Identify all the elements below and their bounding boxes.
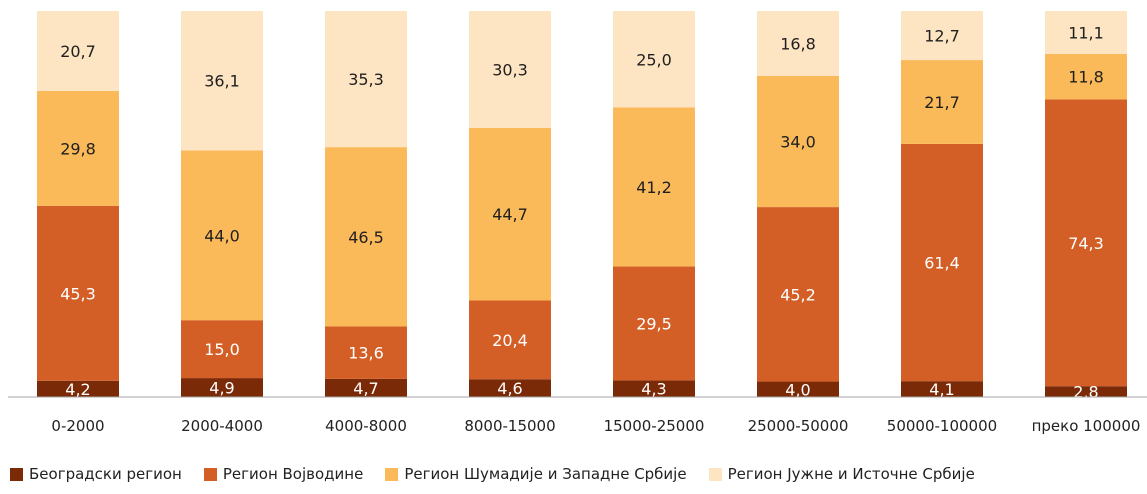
data-label-2-2: 46,5 xyxy=(348,228,384,247)
x-tick-label-5: 25000-50000 xyxy=(748,417,849,435)
bar-1-4 xyxy=(613,266,695,381)
data-label-2-4: 41,2 xyxy=(636,178,672,197)
bar-1-3 xyxy=(469,300,551,380)
x-tick-label-4: 15000-25000 xyxy=(604,417,705,435)
bar-2-0 xyxy=(37,90,119,206)
data-label-3-2: 35,3 xyxy=(348,70,384,89)
data-label-2-0: 29,8 xyxy=(60,139,96,158)
data-label-0-3: 4,6 xyxy=(497,379,522,398)
legend-item-2: Регион Шумадије и Западне Србије xyxy=(385,465,687,483)
bar-0-2 xyxy=(325,378,407,397)
legend-item-3: Регион Јужне и Источне Србије xyxy=(708,465,975,483)
bar-3-4 xyxy=(613,11,695,108)
bar-2-2 xyxy=(325,147,407,327)
legend-label-1: Регион Војводине xyxy=(222,465,364,483)
data-label-3-3: 30,3 xyxy=(492,60,528,79)
x-tick-label-3: 8000-15000 xyxy=(464,417,555,435)
x-tick-label-1: 2000-4000 xyxy=(181,417,263,435)
bar-3-6 xyxy=(901,11,983,61)
bar-0-7 xyxy=(1045,386,1127,397)
bar-1-6 xyxy=(901,143,983,382)
data-label-0-0: 4,2 xyxy=(65,380,90,399)
bar-1-5 xyxy=(757,207,839,382)
bar-0-4 xyxy=(613,380,695,397)
bar-0-5 xyxy=(757,381,839,397)
data-label-0-5: 4,0 xyxy=(785,380,810,399)
bar-3-2 xyxy=(325,11,407,148)
data-label-0-2: 4,7 xyxy=(353,379,378,398)
bar-2-1 xyxy=(181,150,263,321)
data-label-1-1: 15,0 xyxy=(204,340,240,359)
bar-3-1 xyxy=(181,11,263,151)
data-labels-layer: 4,2 45,3 29,8 20,7 4,9 15,0 44,0 36,1 4,7 13,6 46,… xyxy=(60,23,1104,401)
data-label-0-6: 4,1 xyxy=(929,380,954,399)
bar-1-2 xyxy=(325,326,407,379)
data-label-2-5: 34,0 xyxy=(780,132,816,151)
data-label-1-2: 13,6 xyxy=(348,344,384,363)
legend: Београдски регион Регион Војводине Регио… xyxy=(10,465,975,483)
data-label-0-4: 4,3 xyxy=(641,380,666,399)
bar-2-7 xyxy=(1045,53,1127,100)
data-label-3-7: 11,1 xyxy=(1068,23,1104,42)
data-label-3-0: 20,7 xyxy=(60,42,96,61)
data-label-3-1: 36,1 xyxy=(204,72,240,91)
data-label-2-3: 44,7 xyxy=(492,205,528,224)
bar-1-0 xyxy=(37,205,119,381)
bar-0-3 xyxy=(469,379,551,397)
data-label-0-1: 4,9 xyxy=(209,379,234,398)
legend-swatch-0 xyxy=(10,467,23,481)
data-label-1-3: 20,4 xyxy=(492,331,528,350)
legend-item-0: Београдски регион xyxy=(10,465,182,483)
data-label-3-6: 12,7 xyxy=(924,27,960,46)
data-label-3-4: 25,0 xyxy=(636,50,672,69)
data-label-2-7: 11,8 xyxy=(1068,68,1104,87)
legend-swatch-1 xyxy=(203,467,217,481)
x-tick-label-2: 4000-8000 xyxy=(325,417,407,435)
legend-label-0: Београдски регион xyxy=(29,465,182,483)
bar-1-1 xyxy=(181,320,263,379)
bar-2-6 xyxy=(901,60,983,144)
legend-swatch-3 xyxy=(708,467,722,481)
x-tick-label-0: 0-2000 xyxy=(51,417,104,435)
legend-label-2: Регион Шумадије и Западне Србије xyxy=(404,465,687,483)
bar-0-6 xyxy=(901,381,983,397)
legend-item-1: Регион Војводине xyxy=(203,465,364,483)
data-label-1-0: 45,3 xyxy=(60,284,96,303)
x-tick-labels: 0-2000 2000-4000 4000-8000 8000-15000 15000-… xyxy=(51,417,1140,435)
bar-0-0 xyxy=(37,380,119,397)
bar-2-3 xyxy=(469,127,551,301)
data-label-1-7: 74,3 xyxy=(1068,234,1104,253)
data-label-2-1: 44,0 xyxy=(204,226,240,245)
x-tick-label-6: 50000-100000 xyxy=(887,417,997,435)
bar-3-7 xyxy=(1045,11,1127,54)
bar-2-5 xyxy=(757,75,839,208)
bar-0-1 xyxy=(181,378,263,397)
bar-3-3 xyxy=(469,11,551,128)
data-label-3-5: 16,8 xyxy=(780,34,816,53)
x-tick-label-7: преко 100000 xyxy=(1032,417,1141,435)
legend-swatch-2 xyxy=(385,467,399,481)
data-label-0-7: 2,8 xyxy=(1073,383,1098,402)
bar-3-5 xyxy=(757,11,839,76)
data-label-1-6: 61,4 xyxy=(924,254,960,273)
legend-label-3: Регион Јужне и Источне Србије xyxy=(727,465,975,483)
bar-3-0 xyxy=(37,11,119,91)
data-label-1-4: 29,5 xyxy=(636,314,672,333)
data-label-1-5: 45,2 xyxy=(780,285,816,304)
bar-2-4 xyxy=(613,107,695,267)
bar-1-7 xyxy=(1045,99,1127,387)
data-label-2-6: 21,7 xyxy=(924,93,960,112)
bars-layer xyxy=(37,11,1127,397)
